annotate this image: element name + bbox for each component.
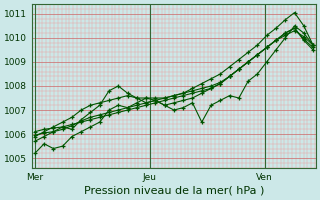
X-axis label: Pression niveau de la mer( hPa ): Pression niveau de la mer( hPa ) <box>84 186 264 196</box>
